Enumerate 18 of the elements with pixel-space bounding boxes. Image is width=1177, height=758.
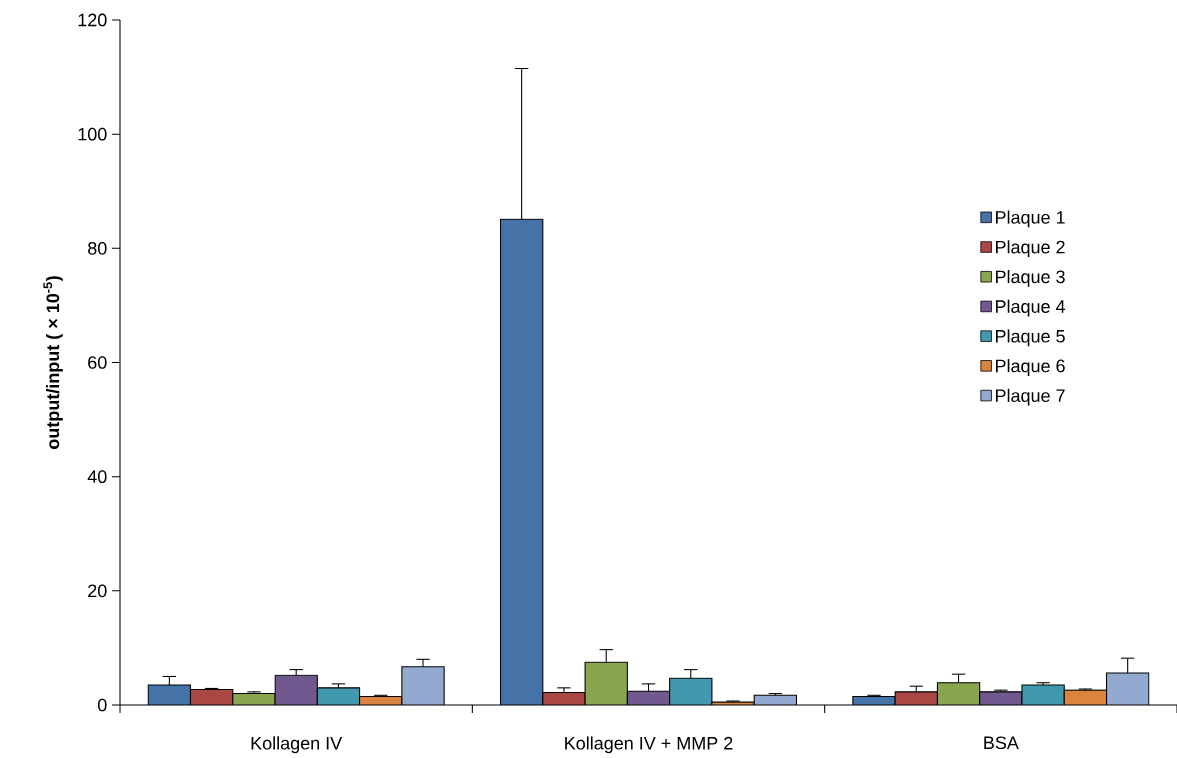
legend-label: Plaque 4	[996, 299, 1066, 317]
y-tick-label: 20	[88, 584, 107, 598]
x-tick-label: BSA	[984, 736, 1019, 750]
legend-label: Plaque 2	[996, 240, 1065, 258]
legend-label: Plaque 6	[996, 359, 1065, 376]
y-axis-title: output/input ( × 10$^{-5}$)	[43, 276, 63, 449]
legend-label: Plaque 3	[996, 269, 1065, 287]
y-tick-label: 100	[78, 127, 107, 141]
y-tick-label: 80	[88, 241, 107, 255]
legend-label: Plaque 7	[996, 388, 1065, 406]
y-tick-label: 40	[87, 470, 107, 484]
x-tick-label: Kollagen IV + MMP 2	[565, 736, 733, 754]
legend-label: Plaque 1	[996, 210, 1065, 228]
legend-label: Plaque 5	[996, 329, 1065, 347]
y-tick-label: 120	[78, 13, 107, 27]
y-tick-label: 60	[88, 356, 107, 369]
y-tick-label: 0	[98, 698, 107, 712]
x-tick-label: Kollagen IV	[251, 736, 343, 754]
